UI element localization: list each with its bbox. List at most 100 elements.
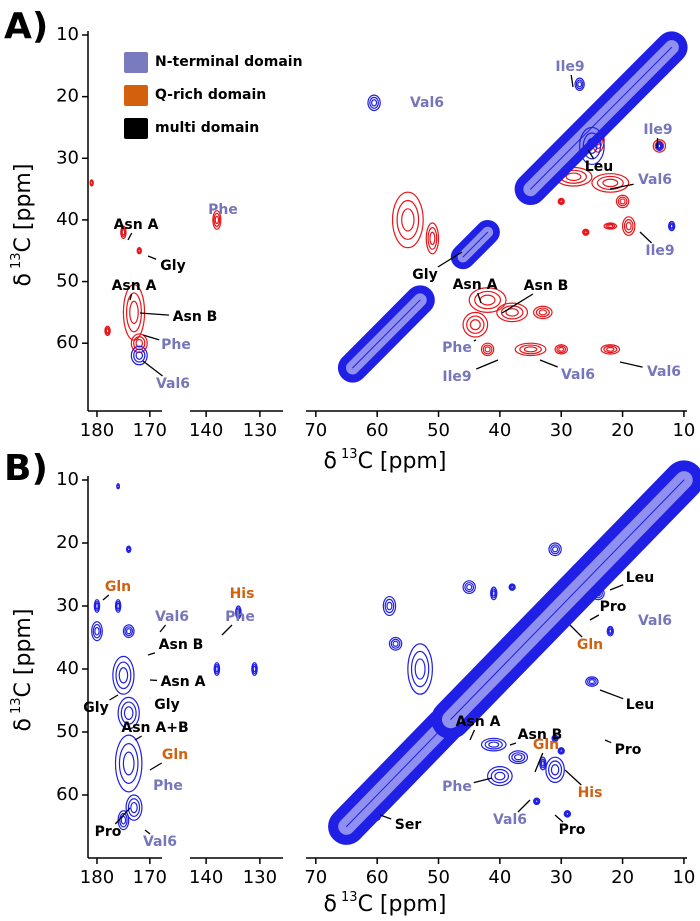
annotation: Gly [154,697,179,713]
contour [587,677,597,686]
contour [466,583,473,591]
annotation-line [437,251,463,268]
annotation: Phe [208,202,238,218]
contour [490,586,498,601]
annotation-line [114,807,131,825]
x-tick-label: 170 [133,867,167,888]
contour [619,198,626,205]
contour [235,605,242,620]
x-tick-label: 140 [189,867,223,888]
annotation: Gln [577,637,603,653]
contour [623,219,634,234]
annotation-line [109,694,119,701]
annotation-line [221,624,233,636]
contour [548,760,563,780]
y-tick-label: 50 [56,271,79,292]
contour [391,191,424,249]
contour [126,547,131,552]
annotation: Ser [395,817,422,833]
contour [533,797,541,806]
annotation: Pro [559,822,586,838]
annotation: Gly [83,700,108,716]
contour [500,305,524,320]
contour [484,739,503,750]
y-tick-label: 60 [56,784,79,805]
annotation-line [501,293,534,314]
diagonal-ridge-core [462,231,489,258]
contour [386,601,393,611]
annotation: Ile9 [442,369,471,385]
x-tick-label: 10 [672,867,695,888]
contour [564,811,571,817]
contour [607,627,614,636]
annotation-line [589,614,600,621]
contour [533,305,553,320]
annotation: Asn A [453,277,498,293]
contour [552,546,559,553]
contour [563,810,572,818]
contour [534,799,539,804]
annotation: Gln [105,579,131,595]
annotation: Asn B [518,727,563,743]
x-tick-label: 180 [80,867,114,888]
contour [505,308,519,317]
contour [427,227,438,250]
contour [425,222,440,255]
axis-label-unit: C [ppm] [358,892,447,917]
contour [480,737,507,752]
contour [551,734,559,743]
contour [127,798,141,818]
contour [554,344,568,355]
contour [120,225,127,240]
contour [464,582,475,593]
contour [373,813,381,821]
annotation: Asn A [456,714,501,730]
annotation: Asn B [159,637,204,653]
diagonal-ridge-core [345,725,446,827]
contour [125,292,142,333]
panel-label: B) [4,448,48,489]
annotation: Phe [161,337,191,353]
contour [550,764,560,776]
contour [594,590,602,597]
panel-label: A) [4,6,48,47]
annotation-line [142,360,163,377]
annotation-line [509,742,517,746]
annotation-line [564,769,582,786]
annotation: Leu [626,697,654,713]
contour [520,658,529,667]
legend-swatch [124,52,148,73]
contour [545,756,565,784]
contour [91,621,103,642]
annotation: Pro [600,599,627,615]
contour [606,625,614,637]
contour [235,607,241,618]
contour [480,342,495,357]
contour [625,221,632,231]
contour [588,679,595,685]
contour [367,94,381,112]
annotation: Gly [160,258,185,274]
contour [118,667,129,684]
y-tick-label: 10 [56,469,79,490]
contour [374,814,380,820]
x-tick-label: 60 [366,867,389,888]
annotation-line [159,624,167,633]
contour [602,178,619,188]
contour [558,346,565,352]
diagonal-ridge-core [450,479,685,720]
y-tick-label: 60 [56,332,79,353]
contour [559,749,564,753]
contour [514,342,547,357]
contour [466,315,485,334]
contour [490,588,497,599]
contour [615,194,630,209]
y-tick-label: 40 [56,209,79,230]
x-tick-label: 30 [550,867,573,888]
diagonal-ridge-core [530,46,673,190]
contour [583,230,588,235]
annotation-line [517,799,531,813]
contour [369,96,379,109]
contour [582,228,590,236]
contour [117,696,140,730]
